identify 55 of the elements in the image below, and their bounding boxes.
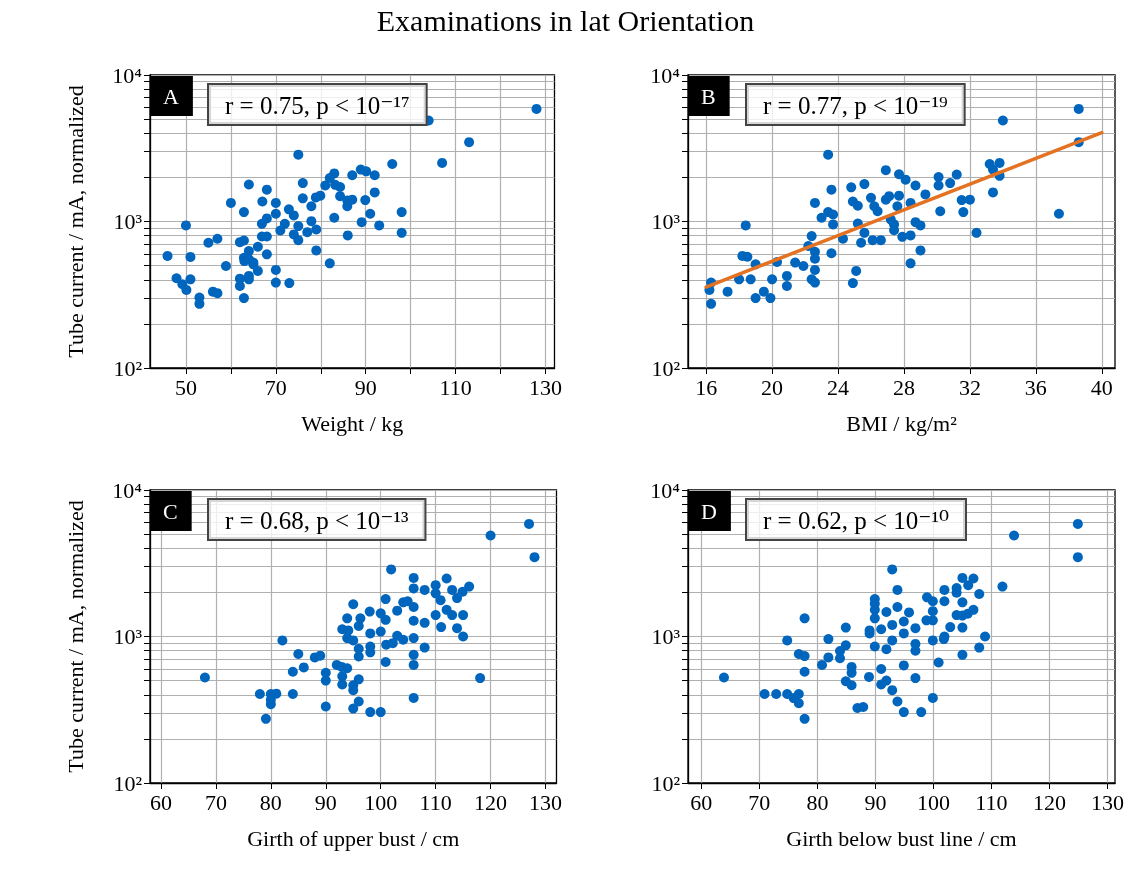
- x-tick-label: 50: [174, 374, 197, 400]
- x-tick-label: 130: [1090, 789, 1124, 815]
- y-tick-label: 10²: [651, 770, 681, 796]
- x-tick-label: 120: [1032, 789, 1066, 815]
- x-tick-label: 60: [690, 789, 713, 815]
- y-tick-label: 10³: [651, 209, 681, 234]
- annotation: r = 0.68, p < 10⁻¹³: [225, 507, 409, 534]
- x-tick-label: 32: [958, 374, 981, 400]
- x-tick-label: 90: [864, 789, 887, 815]
- x-tick-label: 70: [264, 374, 287, 400]
- x-tick-label: 36: [1024, 374, 1047, 400]
- y-axis-title: Tube current / mA, normalized: [62, 500, 88, 773]
- y-tick-label: 10²: [651, 355, 681, 381]
- x-tick-label: 60: [149, 789, 172, 815]
- x-tick-label: 110: [419, 789, 452, 815]
- x-tick-label: 80: [259, 789, 282, 815]
- x-tick-label: 70: [748, 789, 771, 815]
- annotation: C: [163, 498, 178, 524]
- x-tick-label: 110: [439, 374, 472, 400]
- x-tick-label: 130: [529, 374, 562, 400]
- x-tick-label: 130: [529, 789, 562, 815]
- annotation: B: [701, 83, 716, 109]
- x-axis-title: Girth below bust line / cm: [786, 825, 1017, 851]
- y-tick-label: 10⁴: [112, 62, 143, 88]
- chart-title: Examinations in lat Orientation: [375, 4, 756, 38]
- x-tick-label: 20: [761, 374, 784, 400]
- y-tick-label: 10³: [651, 624, 681, 649]
- y-axis-title: Tube current / mA, normalized: [62, 85, 88, 358]
- y-tick-label: 10⁴: [112, 477, 143, 503]
- x-tick-label: 24: [827, 374, 850, 400]
- x-tick-label: 100: [364, 789, 398, 815]
- x-tick-label: 120: [474, 789, 508, 815]
- x-axis-title: Weight / kg: [301, 410, 404, 436]
- y-tick-label: 10³: [113, 209, 143, 234]
- x-tick-label: 28: [892, 374, 915, 400]
- x-tick-label: 16: [695, 374, 718, 400]
- x-tick-label: 90: [354, 374, 377, 400]
- y-tick-label: 10²: [113, 355, 143, 381]
- annotation: A: [163, 83, 179, 109]
- x-tick-label: 90: [314, 789, 337, 815]
- x-axis-title: Girth of upper bust / cm: [247, 825, 460, 851]
- y-tick-label: 10⁴: [650, 477, 681, 503]
- annotation: r = 0.62, p < 10⁻¹⁰: [763, 507, 949, 534]
- annotation: r = 0.77, p < 10⁻¹⁹: [763, 92, 948, 119]
- x-axis-title: BMI / kg/m²: [846, 410, 958, 436]
- annotation: r = 0.75, p < 10⁻¹⁷: [225, 92, 410, 119]
- x-tick-label: 40: [1090, 374, 1113, 400]
- x-tick-label: 80: [806, 789, 829, 815]
- y-tick-label: 10²: [113, 770, 143, 796]
- y-tick-label: 10³: [113, 624, 143, 649]
- y-tick-label: 10⁴: [650, 62, 681, 88]
- annotation: D: [701, 498, 717, 524]
- x-tick-label: 70: [204, 789, 227, 815]
- x-tick-label: 100: [916, 789, 950, 815]
- x-tick-label: 110: [975, 789, 1008, 815]
